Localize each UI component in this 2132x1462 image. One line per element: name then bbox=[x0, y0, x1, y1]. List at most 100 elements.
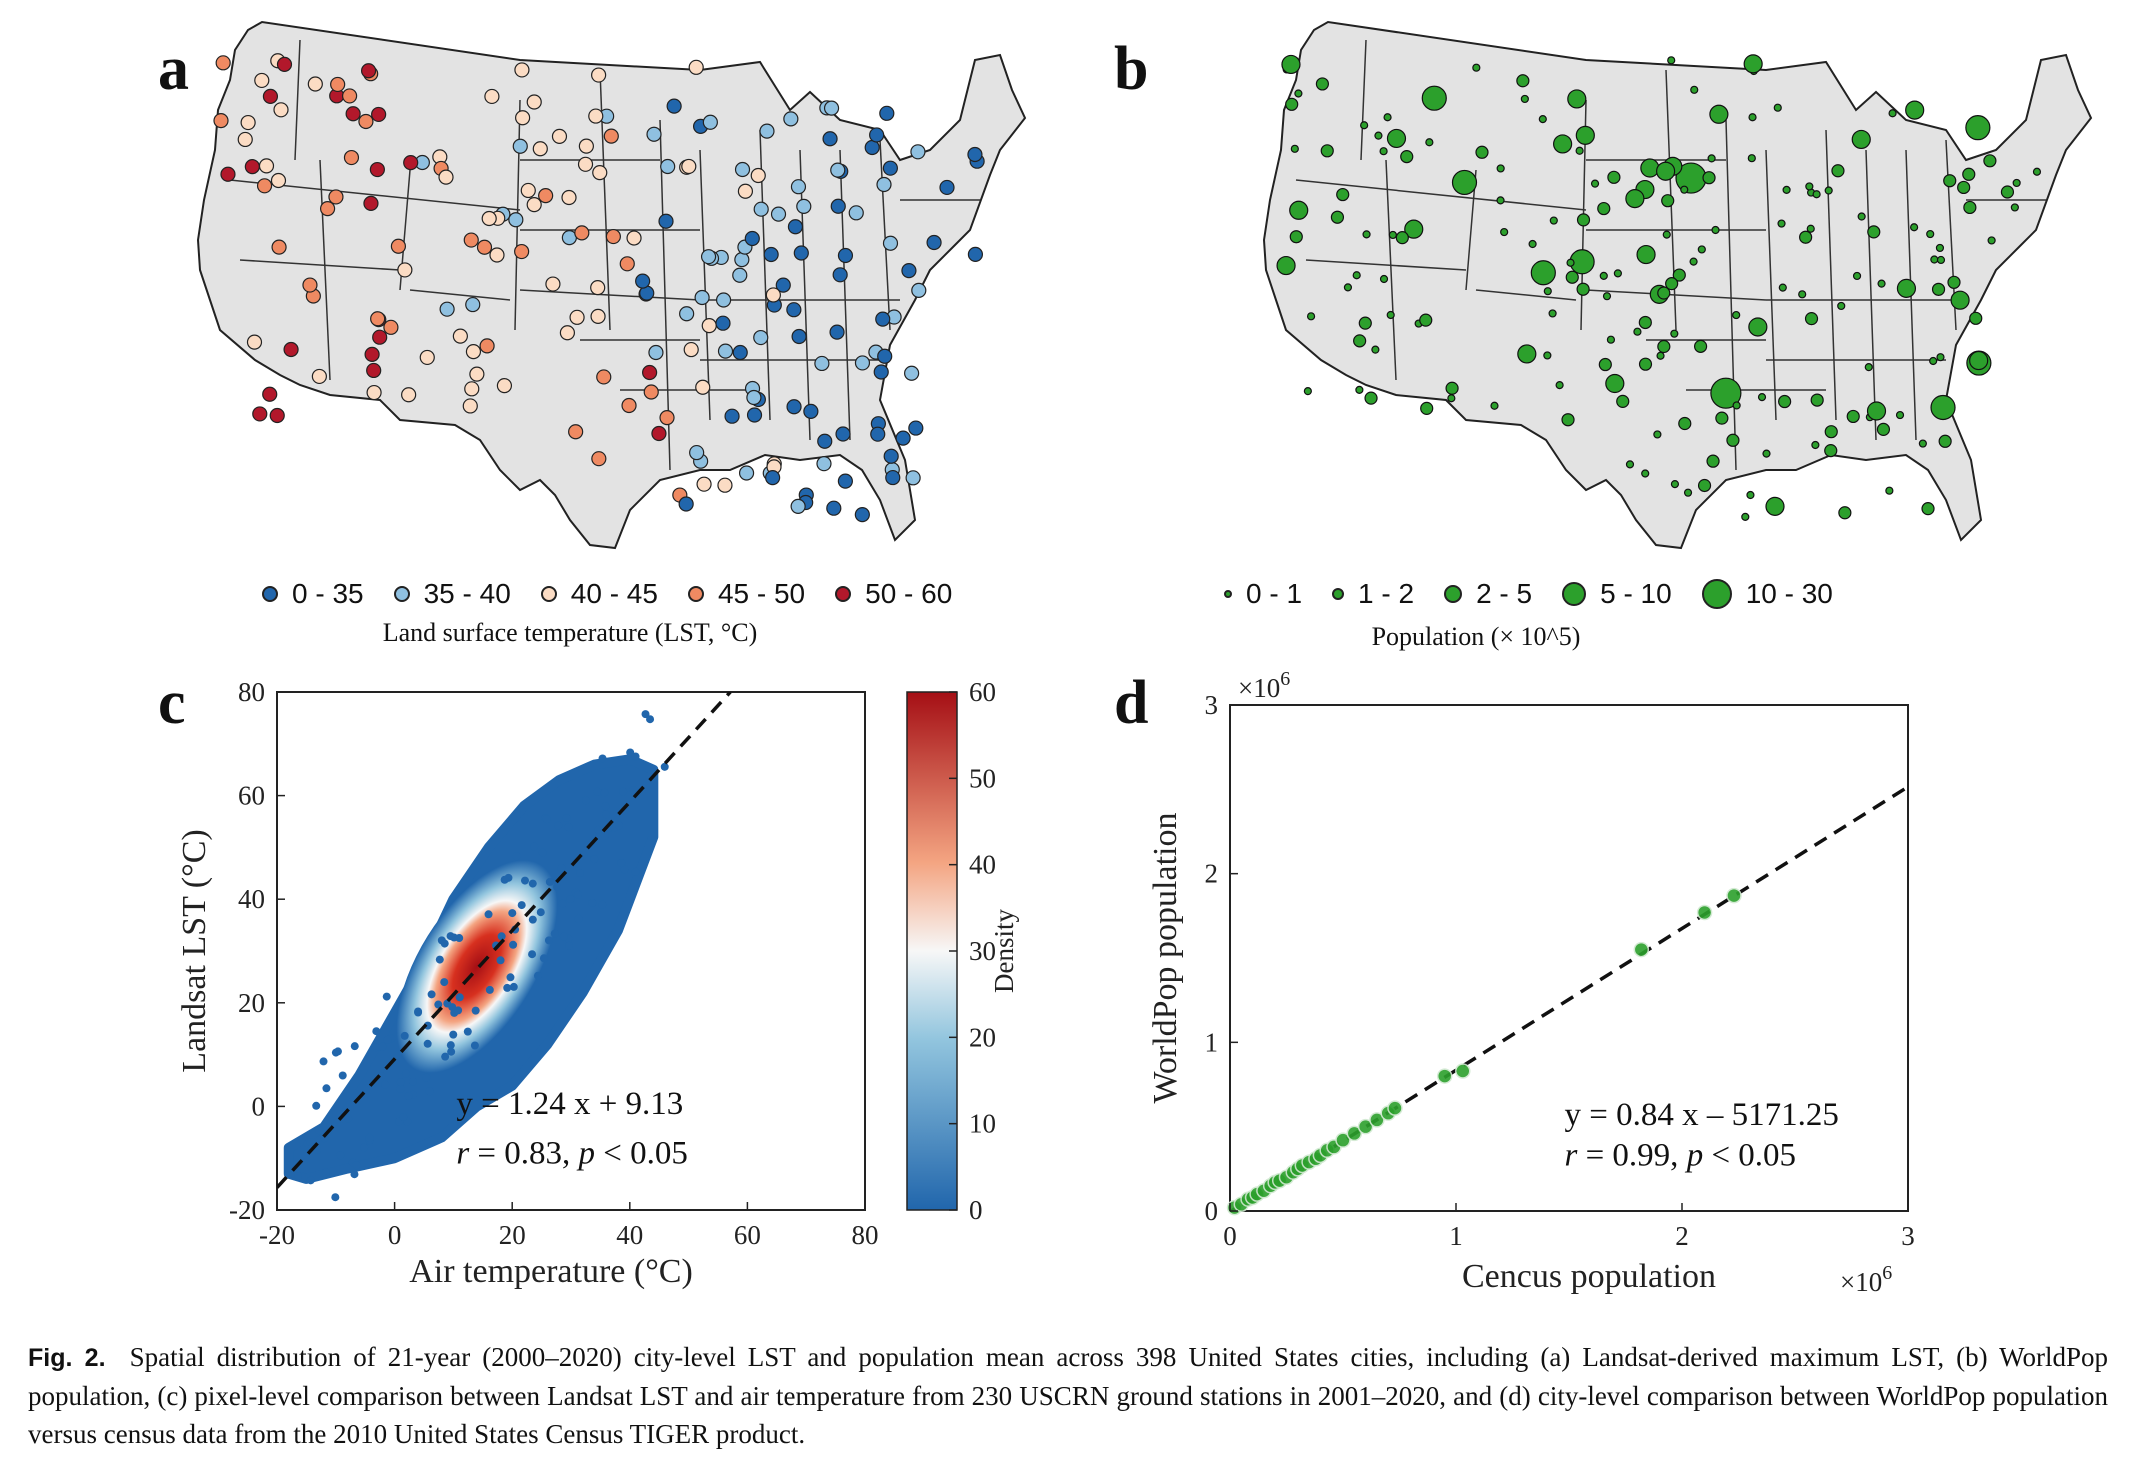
city-marker bbox=[1653, 430, 1662, 439]
scatter-point bbox=[1387, 1100, 1403, 1116]
city-marker bbox=[2012, 178, 2021, 188]
city-marker bbox=[1707, 154, 1716, 163]
city-marker bbox=[1358, 316, 1372, 330]
city-marker bbox=[1876, 422, 1891, 436]
city-marker bbox=[854, 355, 871, 371]
stat-symbol: p bbox=[577, 1135, 596, 1171]
x-axis-label: Cencus population bbox=[1462, 1258, 1716, 1295]
city-marker bbox=[1757, 393, 1767, 402]
state-border bbox=[839, 149, 851, 441]
city-marker bbox=[1613, 269, 1622, 278]
city-marker bbox=[717, 343, 734, 359]
city-marker bbox=[1804, 312, 1819, 326]
city-marker bbox=[1425, 138, 1434, 147]
city-marker bbox=[1520, 94, 1529, 104]
scatter-point bbox=[427, 990, 436, 999]
scatter-point bbox=[396, 1078, 405, 1087]
lst-legend-title: Land surface temperature (LST, °C) bbox=[382, 618, 758, 647]
colorbar-label: Density bbox=[989, 909, 1019, 993]
city-marker bbox=[837, 473, 853, 489]
city-marker bbox=[803, 403, 819, 420]
state-border bbox=[699, 149, 711, 421]
colorbar-tick-label: 20 bbox=[969, 1022, 996, 1052]
city-marker bbox=[830, 162, 846, 178]
city-marker bbox=[1838, 506, 1852, 520]
city-marker bbox=[790, 498, 806, 514]
city-marker bbox=[717, 477, 733, 493]
city-marker bbox=[577, 156, 594, 172]
city-marker bbox=[319, 201, 336, 217]
city-marker bbox=[763, 246, 779, 263]
city-marker bbox=[1667, 56, 1676, 65]
city-marker bbox=[1665, 277, 1679, 291]
city-marker bbox=[1747, 154, 1756, 163]
city-marker bbox=[1748, 113, 1757, 122]
city-marker bbox=[1656, 161, 1676, 181]
city-marker bbox=[1576, 282, 1590, 296]
city-marker bbox=[796, 198, 812, 214]
scatter-point bbox=[588, 898, 597, 907]
city-marker bbox=[651, 425, 667, 442]
city-marker bbox=[476, 239, 493, 255]
city-marker bbox=[905, 470, 921, 486]
city-marker bbox=[875, 311, 891, 327]
scatter-point bbox=[454, 1006, 463, 1015]
state-border bbox=[1725, 119, 1737, 471]
city-marker bbox=[481, 210, 497, 227]
city-marker bbox=[1355, 385, 1364, 394]
city-marker bbox=[515, 110, 531, 126]
x-tick-label: 3 bbox=[1901, 1221, 1915, 1251]
scatter-point bbox=[564, 941, 573, 950]
scatter-point bbox=[440, 978, 449, 987]
caption-text: Spatial distribution of 21-year (2000–20… bbox=[28, 1342, 2108, 1449]
scatter-point bbox=[528, 879, 537, 888]
colorbar-tick-label: 50 bbox=[969, 763, 996, 793]
city-marker bbox=[256, 178, 273, 194]
city-marker bbox=[360, 63, 377, 79]
population-legend-item: 5 - 10 bbox=[1562, 578, 1672, 610]
x-tick-label: 80 bbox=[852, 1220, 879, 1250]
city-marker bbox=[484, 88, 500, 105]
city-marker bbox=[1543, 351, 1552, 360]
city-marker bbox=[1602, 292, 1612, 301]
city-marker bbox=[514, 62, 530, 78]
y-tick-label: 40 bbox=[238, 884, 265, 914]
density-core bbox=[396, 860, 558, 1073]
city-marker bbox=[689, 444, 705, 461]
city-marker bbox=[848, 205, 864, 221]
city-marker bbox=[273, 102, 289, 118]
city-marker bbox=[1743, 54, 1763, 74]
city-marker bbox=[1748, 317, 1768, 337]
scatter-point bbox=[484, 910, 493, 919]
city-marker bbox=[1404, 219, 1424, 239]
city-marker bbox=[1670, 329, 1679, 338]
scatter-point bbox=[550, 929, 559, 938]
scatter-point bbox=[396, 1084, 405, 1093]
city-marker bbox=[1606, 335, 1616, 344]
city-marker bbox=[283, 341, 299, 358]
city-marker bbox=[1936, 255, 1946, 265]
city-marker bbox=[1661, 194, 1675, 208]
scatter-point bbox=[485, 985, 494, 994]
city-marker bbox=[642, 364, 658, 381]
state-border bbox=[1305, 259, 1467, 271]
city-marker bbox=[343, 149, 360, 166]
city-marker bbox=[1657, 286, 1671, 300]
city-marker bbox=[1931, 282, 1946, 296]
scatter-point bbox=[306, 1176, 315, 1185]
city-marker bbox=[403, 154, 419, 171]
colorbar bbox=[906, 691, 958, 1211]
city-marker bbox=[715, 292, 732, 308]
city-marker bbox=[464, 381, 480, 397]
city-marker bbox=[1929, 356, 1938, 366]
scatter-point bbox=[506, 973, 515, 982]
city-marker bbox=[1549, 216, 1558, 225]
city-marker bbox=[1285, 97, 1299, 111]
scatter-point bbox=[470, 1041, 479, 1050]
city-marker bbox=[1778, 283, 1787, 292]
city-marker bbox=[1400, 150, 1414, 164]
city-marker bbox=[1726, 433, 1740, 447]
city-marker bbox=[1330, 210, 1345, 224]
scatter-point bbox=[557, 863, 566, 872]
city-marker bbox=[1732, 401, 1741, 410]
